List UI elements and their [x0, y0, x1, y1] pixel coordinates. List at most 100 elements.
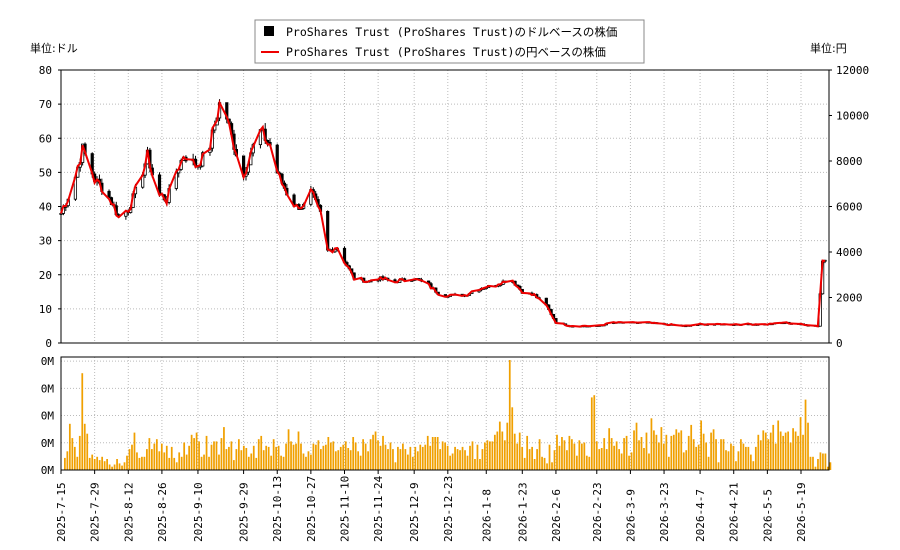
- volume-bar: [573, 443, 576, 470]
- volume-bar: [792, 428, 794, 470]
- volume-bar: [469, 445, 471, 470]
- volume-bar: [285, 443, 287, 470]
- x-tick-label: 2025-8-12: [122, 482, 135, 542]
- volume-bar: [814, 466, 817, 470]
- volume-bar: [426, 435, 429, 470]
- usd-price-candles: [59, 99, 827, 328]
- volume-bar: [543, 457, 546, 470]
- volume-bar: [692, 439, 695, 470]
- volume-bar: [752, 461, 755, 470]
- x-tick-label: 2025-11-24: [372, 475, 385, 542]
- volume-bar: [86, 433, 89, 470]
- x-tick-label: 2025-12-9: [408, 482, 421, 542]
- volume-bar: [603, 438, 606, 470]
- volume-bar: [255, 457, 258, 470]
- volume-bar: [712, 429, 715, 470]
- volume-bar: [121, 465, 123, 470]
- volume-bar: [789, 442, 792, 470]
- volume-bar: [128, 449, 131, 470]
- x-tick-label: 2026-3-23: [658, 482, 671, 542]
- volume-bar: [329, 442, 332, 470]
- volume-bar: [546, 463, 548, 470]
- volume-bar: [533, 459, 536, 470]
- volume-bar: [208, 456, 210, 470]
- volume-bar: [558, 445, 561, 470]
- volume-bar: [101, 456, 104, 470]
- volume-bar: [339, 446, 342, 470]
- volume-bar: [155, 439, 158, 470]
- volume-bar: [233, 460, 235, 470]
- volume-bar: [237, 439, 240, 470]
- x-tick-label: 2025-9-10: [192, 482, 205, 542]
- volume-bar: [158, 451, 161, 470]
- volume-bar: [394, 462, 397, 470]
- volume-bar: [742, 443, 745, 470]
- volume-bar: [541, 456, 543, 470]
- x-tick-label: 2026-3-9: [624, 489, 637, 542]
- volume-bar: [787, 431, 790, 470]
- volume-bar: [215, 441, 218, 470]
- volume-bar: [409, 446, 412, 470]
- left-tick-label: 30: [39, 235, 52, 248]
- volume-bar: [210, 444, 213, 470]
- volume-bar: [118, 463, 121, 470]
- volume-bar: [93, 459, 96, 470]
- volume-bar: [551, 462, 553, 470]
- volume-bar: [496, 431, 499, 470]
- volume-panel: 0M 0M 0M 0M 0M: [41, 355, 832, 477]
- volume-bar: [685, 450, 688, 470]
- volume-bar: [272, 439, 275, 470]
- volume-bar: [523, 457, 526, 470]
- volume-bar: [183, 442, 186, 470]
- volume-bar: [332, 441, 335, 470]
- volume-bar: [384, 444, 387, 470]
- volume-bar: [421, 446, 424, 470]
- volume-bar: [471, 441, 474, 470]
- right-tick-label: 8000: [836, 155, 863, 168]
- volume-bar: [732, 445, 735, 470]
- price-grid: [60, 69, 829, 344]
- volume-bar: [372, 434, 374, 470]
- volume-bar: [618, 449, 620, 470]
- volume-bar: [553, 450, 556, 470]
- volume-bar: [608, 428, 611, 470]
- volume-bar: [185, 454, 188, 470]
- volume-bar: [580, 443, 583, 470]
- volume-bar: [625, 435, 628, 470]
- volume-bar: [180, 456, 183, 470]
- volume-bar: [327, 437, 330, 470]
- volume-bar: [441, 441, 444, 470]
- volume-bar: [205, 435, 208, 470]
- volume-bar: [481, 449, 484, 470]
- volume-bar: [439, 449, 442, 470]
- volume-bar: [64, 457, 66, 470]
- volume-bar: [96, 456, 99, 470]
- x-tick-label: 2025-7-29: [89, 482, 102, 542]
- volume-bar: [658, 442, 660, 470]
- volume-bar: [672, 434, 675, 470]
- volume-bar: [334, 451, 337, 470]
- volume-bar: [486, 440, 489, 470]
- left-tick-label: 60: [39, 132, 52, 145]
- legend-usd-marker: [264, 26, 274, 36]
- volume-bar: [710, 432, 712, 470]
- volume-bar: [824, 453, 827, 470]
- volume-bar: [767, 439, 770, 470]
- left-tick-label: 40: [39, 201, 52, 214]
- volume-bar: [66, 451, 69, 470]
- volume-bar: [411, 456, 414, 470]
- volume-bar: [387, 449, 389, 470]
- volume-bar: [456, 449, 459, 470]
- volume-bar: [633, 430, 635, 470]
- volume-bar: [260, 435, 263, 470]
- x-tick-label: 2026-4-7: [694, 489, 707, 542]
- volume-bar: [228, 446, 230, 470]
- volume-bar: [725, 450, 727, 470]
- x-tick-label: 2025-7-15: [55, 482, 68, 542]
- volume-bar: [165, 445, 168, 470]
- volume-bar: [312, 443, 315, 470]
- volume-bar: [342, 444, 345, 470]
- volume-bar: [707, 456, 710, 470]
- volume-bar: [804, 399, 807, 470]
